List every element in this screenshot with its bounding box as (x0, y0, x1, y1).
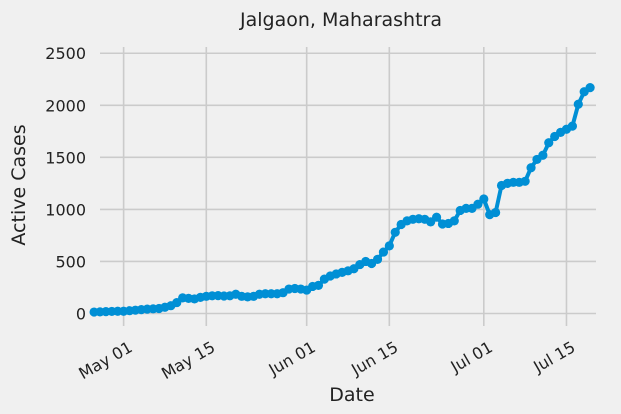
x-tick-label: Jun 15 (347, 337, 401, 379)
data-point (479, 194, 489, 204)
y-axis-label: Active Cases (8, 124, 30, 245)
data-point (538, 150, 548, 160)
x-axis-label: Date (329, 384, 374, 406)
data-point (384, 241, 394, 251)
data-point (585, 83, 595, 93)
grid-layer (100, 47, 596, 326)
data-point (491, 207, 501, 218)
data-point (544, 138, 554, 148)
y-tick-label: 500 (55, 252, 86, 271)
y-tick-label: 0 (76, 305, 86, 324)
data-point (449, 216, 459, 226)
x-tick-label: Jul 01 (447, 337, 496, 376)
data-point (526, 163, 536, 173)
data-point (573, 99, 583, 109)
x-tick-label: Jul 15 (529, 337, 578, 376)
data-point (313, 280, 324, 290)
chart-title: Jalgaon, Maharashtra (239, 9, 442, 31)
y-tick-label: 1500 (45, 148, 86, 167)
data-point (520, 176, 530, 186)
data-point (378, 247, 389, 257)
y-tick-label: 2000 (45, 96, 86, 115)
series-layer (89, 83, 595, 317)
x-tick-label: May 15 (158, 337, 218, 383)
y-tick-label: 1000 (45, 200, 86, 219)
data-point (372, 254, 383, 264)
series-line (92, 85, 593, 315)
data-point (567, 121, 577, 131)
data-point (390, 227, 400, 237)
data-point (473, 199, 483, 209)
data-point (431, 212, 442, 222)
x-tick-label: Jun 01 (265, 337, 319, 379)
y-tick-label: 2500 (45, 44, 86, 63)
x-tick-label: May 01 (75, 337, 135, 383)
